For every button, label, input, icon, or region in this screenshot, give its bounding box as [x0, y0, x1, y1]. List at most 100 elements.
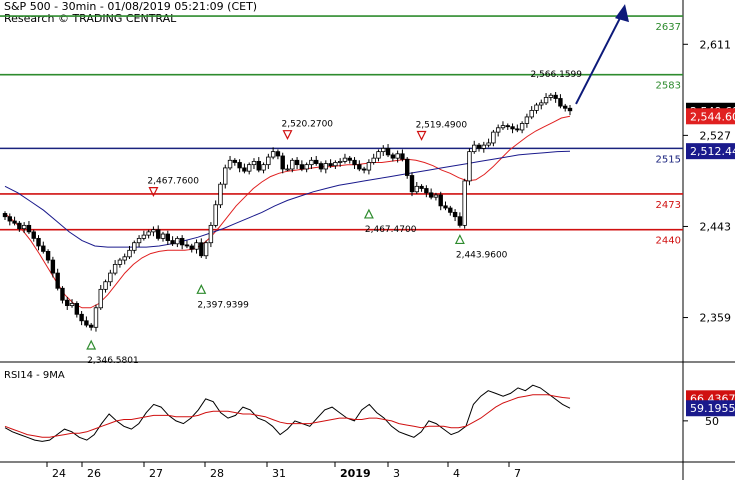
- candle-body: [290, 159, 295, 170]
- candle-body: [199, 242, 204, 257]
- candle-body: [476, 144, 482, 149]
- annotations: 2,346.5801 2,397.9399 2,467.7600 2,520.2700…: [86, 4, 629, 366]
- signal-down-marker: [282, 130, 293, 141]
- last-value-label: 2,544.60: [690, 110, 735, 123]
- anno-label: 2,467.4700: [365, 225, 417, 235]
- candle-body: [266, 156, 271, 166]
- candle-body: [505, 125, 510, 128]
- candle-body: [280, 155, 285, 170]
- candle-body: [529, 110, 534, 118]
- signal-up-marker: [454, 234, 465, 245]
- candle-body: [179, 237, 185, 246]
- candle-body: [112, 264, 118, 274]
- candle-body: [227, 159, 233, 169]
- candle-body: [246, 164, 252, 172]
- candle-body: [486, 142, 491, 146]
- candle-body: [361, 168, 367, 171]
- candle-body: [74, 303, 80, 315]
- candle-body: [438, 194, 443, 207]
- candle-body: [165, 233, 170, 241]
- candle-body: [347, 157, 352, 161]
- candle-body: [194, 242, 199, 250]
- candle-body: [208, 224, 214, 244]
- candle-body: [366, 162, 372, 171]
- x-tick-label: 4: [453, 467, 460, 480]
- x-tick-label: 3: [393, 467, 400, 480]
- candle-body: [21, 224, 27, 230]
- candle-body: [400, 153, 405, 160]
- signal-up-marker: [363, 208, 374, 219]
- candle-body: [457, 216, 463, 226]
- candle-body: [314, 159, 319, 164]
- candle-body: [534, 104, 539, 111]
- x-tick-label: 26: [87, 467, 101, 480]
- candle-body: [376, 151, 381, 159]
- candle-body: [275, 151, 281, 157]
- candle-body: [218, 183, 223, 206]
- candle-body: [419, 185, 424, 189]
- candle-body: [50, 259, 56, 274]
- candle-body: [127, 249, 132, 258]
- x-tick-label: 28: [210, 467, 224, 480]
- x-tick-label: 7: [514, 467, 521, 480]
- candle-body: [45, 250, 51, 261]
- candle-body: [36, 237, 41, 247]
- candle-body: [385, 147, 391, 156]
- candle-body: [539, 102, 544, 106]
- candle-body: [409, 175, 415, 193]
- rsi-last-value-label: 59.1955: [690, 402, 735, 415]
- candle-body: [60, 287, 65, 301]
- candle-body: [17, 222, 22, 230]
- level-lines: 2637 2583 2515 2473 2440: [0, 15, 683, 247]
- candle-body: [304, 164, 309, 170]
- candle-body: [108, 272, 113, 283]
- rsi-tick-label: 50: [705, 415, 719, 428]
- candle-body: [481, 144, 487, 149]
- candle-body: [79, 313, 84, 322]
- candle-body: [132, 242, 137, 251]
- level-label: 2440: [656, 236, 681, 247]
- level-label: 2515: [656, 154, 681, 165]
- candle-body: [261, 164, 266, 171]
- candle-body: [491, 131, 496, 144]
- rsi-line: [4, 384, 571, 442]
- candle-body: [328, 163, 333, 167]
- anno-label: 2,346.5801: [87, 356, 139, 366]
- candle-body: [424, 188, 429, 194]
- candles: [2, 92, 573, 332]
- candle-body: [232, 159, 238, 163]
- ma-slow-line: [4, 150, 571, 248]
- candle-body: [203, 242, 209, 257]
- candle-body: [156, 229, 161, 239]
- projection-arrow-line: [575, 13, 623, 105]
- candle-body: [12, 220, 17, 224]
- chart-source: Research © TRADING CENTRAL: [4, 12, 177, 25]
- y-tick-label: 2,611: [700, 38, 732, 51]
- candle-body: [170, 240, 175, 245]
- anno-label: 2,519.4900: [416, 121, 468, 131]
- x-tick-label: 27: [149, 467, 163, 480]
- candle-body: [524, 116, 530, 124]
- candle-body: [548, 94, 554, 98]
- time-axis: 24 26 27 28 31 2019 3 4 7: [46, 462, 521, 480]
- candle-body: [103, 281, 108, 290]
- x-tick-label: 2019: [340, 467, 371, 480]
- candle-body: [495, 127, 501, 133]
- candle-body: [299, 164, 305, 170]
- candle-body: [433, 194, 439, 198]
- candle-body: [381, 147, 386, 153]
- rsi-ma-line: [4, 394, 571, 438]
- candle-body: [323, 163, 329, 170]
- candle-body: [543, 97, 549, 104]
- candle-body: [213, 204, 218, 226]
- candle-body: [122, 256, 127, 261]
- candle-body: [136, 237, 142, 244]
- candle-body: [352, 159, 357, 166]
- candle-body: [309, 159, 314, 166]
- signal-down-marker: [148, 187, 159, 197]
- candle-body: [390, 154, 396, 159]
- candle-body: [151, 229, 156, 233]
